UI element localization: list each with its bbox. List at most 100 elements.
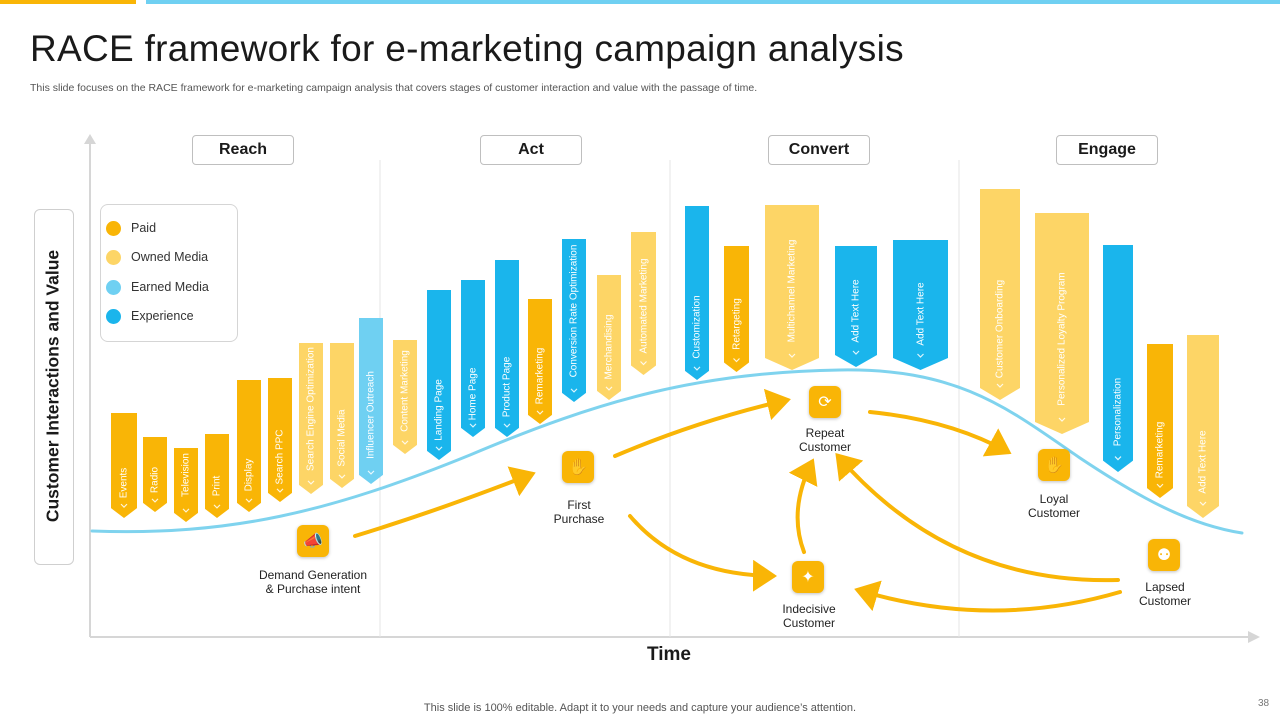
bar-label: Home Page	[467, 368, 479, 421]
bar-label: Events	[118, 467, 130, 498]
bar-social-media	[330, 343, 354, 488]
bar-label: Multichannel Marketing	[786, 239, 798, 343]
bars-group	[111, 189, 1219, 522]
bar-television	[174, 448, 198, 522]
bar-chevron	[367, 470, 375, 475]
bar-personalized-loyalty-program	[1035, 213, 1089, 434]
bar-label: Personalization	[1112, 377, 1124, 446]
group-icon: ⚉	[1148, 539, 1180, 571]
bar-chevron	[1058, 417, 1066, 422]
bar-retargeting	[724, 246, 749, 372]
y-axis-arrow	[84, 134, 96, 144]
bar-radio	[143, 437, 167, 512]
bar-search-ppc	[268, 378, 292, 502]
bar-chevron	[693, 366, 701, 371]
bar-label: Add Text Here	[1197, 430, 1209, 494]
bar-merchandising	[597, 275, 621, 400]
stage-convert: Convert	[768, 135, 870, 165]
stage-reach: Reach	[192, 135, 294, 165]
y-axis-label: Customer Interactions and Value	[42, 249, 63, 523]
bar-chevron	[733, 358, 740, 363]
bar-chevron	[435, 446, 443, 451]
bar-customization	[685, 206, 709, 380]
bar-label: Merchandising	[603, 314, 615, 380]
node-label: Repeat Customer	[798, 426, 852, 454]
legend-label: Paid	[131, 221, 157, 235]
legend-label: Earned Media	[131, 280, 209, 294]
bar-landing-page	[427, 290, 451, 460]
bar-remarketing	[1147, 344, 1173, 498]
bar-chevron	[151, 498, 159, 503]
bar-display	[237, 380, 261, 512]
top-accent-bar-yellow	[0, 0, 136, 4]
bar-label: Product Page	[501, 356, 513, 417]
interaction-curve	[90, 368, 1244, 535]
bar-chevron	[1156, 483, 1164, 488]
bar-label: Content Marketing	[399, 349, 411, 432]
bar-label: Remarketing	[1154, 421, 1166, 478]
bar-home-page	[461, 280, 485, 437]
node-label: Demand Generation & Purchase intent	[258, 568, 368, 596]
bar-label: Customer Onboarding	[994, 279, 1006, 378]
bar-chevron	[338, 474, 346, 479]
bar-chevron	[469, 423, 477, 428]
bar-label: Search PPC	[274, 429, 286, 485]
x-axis-label: Time	[646, 644, 692, 665]
bar-label: Display	[243, 458, 255, 492]
bar-label: Radio	[149, 466, 161, 493]
footer-note: This slide is 100% editable. Adapt it to…	[423, 702, 857, 714]
bar-conversion-rate-optimization	[562, 239, 586, 402]
bar-label: Automated Marketing	[638, 258, 649, 354]
bar-chevron	[852, 350, 860, 355]
bar-label: Add Text Here	[915, 282, 926, 346]
legend-item-paid: Paid	[106, 219, 156, 237]
hand-money-icon: ✋	[562, 451, 594, 483]
bar-search-engine-optimization	[299, 343, 323, 494]
flow-arrow	[868, 410, 1012, 457]
bar-print	[205, 434, 229, 518]
x-axis-arrow	[1248, 631, 1260, 643]
legend: Paid Owned Media Earned Media Experience	[100, 204, 238, 342]
legend-item-earned-media: Earned Media	[106, 278, 209, 296]
bar-chevron	[213, 504, 221, 509]
bar-events	[111, 413, 137, 518]
bar-label: Add Text Here	[850, 279, 862, 343]
bar-label: Television	[180, 453, 192, 498]
megaphone-icon: 📣	[297, 525, 329, 557]
bar-chevron	[503, 423, 511, 428]
legend-dot-experience	[106, 308, 121, 324]
bar-chevron	[245, 498, 253, 503]
bar-label: Search Engine Optimization	[305, 346, 317, 471]
bar-remarketing	[528, 299, 552, 424]
node-label: First Purchase	[553, 498, 605, 526]
stage-engage: Engage	[1056, 135, 1158, 165]
flow-arrow	[854, 580, 1122, 613]
bar-label: Landing Page	[433, 378, 445, 441]
legend-dot-earned-media	[106, 279, 121, 295]
slide-title: RACE framework for e-marketing campaign …	[30, 28, 904, 69]
bar-chevron	[1114, 456, 1122, 461]
bar-chevron	[276, 488, 284, 493]
flow-arrow	[613, 388, 791, 458]
bar-label: Influencer Outreach	[365, 371, 377, 460]
bar-label: Conversion Rate Optimization	[568, 244, 580, 378]
loyal-hand-icon: ✋	[1038, 449, 1070, 481]
legend-label: Owned Media	[131, 250, 209, 264]
bar-product-page	[495, 260, 519, 437]
bar-content-marketing	[393, 340, 417, 454]
bar-chevron	[1199, 501, 1207, 506]
stage-act: Act	[480, 135, 582, 165]
bar-chevron	[996, 383, 1004, 388]
bar-personalization	[1103, 245, 1133, 472]
bar-chevron	[917, 353, 924, 358]
bar-chevron	[182, 508, 190, 513]
legend-item-experience: Experience	[106, 307, 194, 325]
flow-arrow	[788, 458, 818, 554]
bar-label: Retargeting	[731, 298, 742, 350]
bar-label: Print	[211, 475, 223, 497]
node-label: Lapsed Customer	[1138, 580, 1192, 608]
person-icon: ✦	[792, 561, 824, 593]
bar-multichannel-marketing	[765, 205, 819, 370]
node-label: Loyal Customer	[1027, 492, 1081, 520]
flow-arrow	[628, 514, 777, 592]
